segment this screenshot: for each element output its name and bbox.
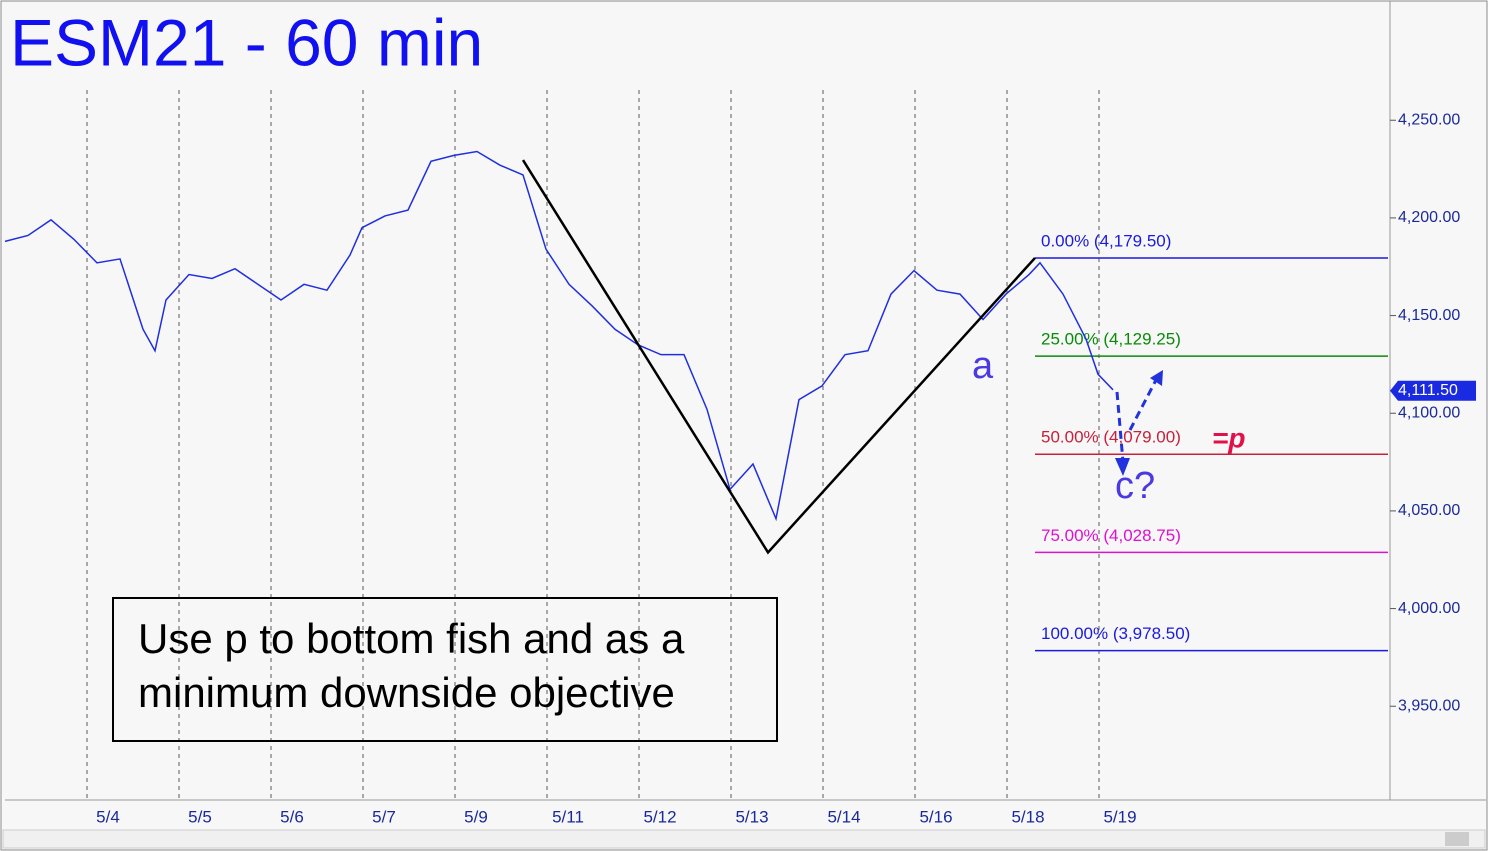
x-tick-label: 5/7 [372,807,396,826]
price-line [4,150,1114,522]
note-box [112,597,778,742]
x-tick-label: 5/14 [827,807,860,826]
projection-arrows [1115,379,1158,463]
x-tick-label: 5/13 [735,807,768,826]
y-tick-label: 4,000.00 [1398,600,1460,617]
y-tick-label: 4,250.00 [1398,111,1460,128]
fib-label: 50.00% (4,079.00) [1041,428,1181,447]
chart-title: ESM21 - 60 min [10,5,483,79]
arrow-heads [1115,370,1163,476]
x-tick-label: 5/16 [919,807,952,826]
fib-label: 100.00% (3,978.50) [1041,624,1190,643]
note-line: minimum downside objective [138,669,675,716]
scroll-thumb[interactable] [1445,832,1469,846]
y-tick-label: 4,150.00 [1398,307,1460,324]
pattern-line [521,159,1036,555]
x-tick-label: 5/6 [280,807,304,826]
y-tick-label: 4,100.00 [1398,404,1460,421]
p-label: =p [1212,422,1245,453]
fib-label: 25.00% (4,129.25) [1041,330,1181,349]
x-tick-label: 5/11 [552,807,584,826]
x-tick-label: 5/18 [1011,807,1044,826]
last-price-label: 4,111.50 [1398,382,1458,399]
fib-label: 0.00% (4,179.50) [1041,231,1171,250]
last-price-badge [1390,380,1476,401]
x-tick-label: 5/5 [188,807,212,826]
fib-label: 75.00% (4,028.75) [1041,526,1181,545]
x-tick-label: 5/12 [643,807,676,826]
x-tick-label: 5/4 [96,807,120,826]
scrollbar[interactable] [2,829,1486,849]
wave-label: a [972,345,994,387]
y-tick-label: 3,950.00 [1398,697,1460,714]
note-line: Use p to bottom fish and as a [138,615,685,662]
y-tick-label: 4,200.00 [1398,209,1460,226]
plot: 3,950.00 4,000.00 4,050.00 4,100.00 4,150.00… [4,90,1476,826]
x-tick-label: 5/9 [464,807,488,826]
x-tick-label: 5/19 [1103,807,1136,826]
y-tick-label: 4,050.00 [1398,502,1460,519]
